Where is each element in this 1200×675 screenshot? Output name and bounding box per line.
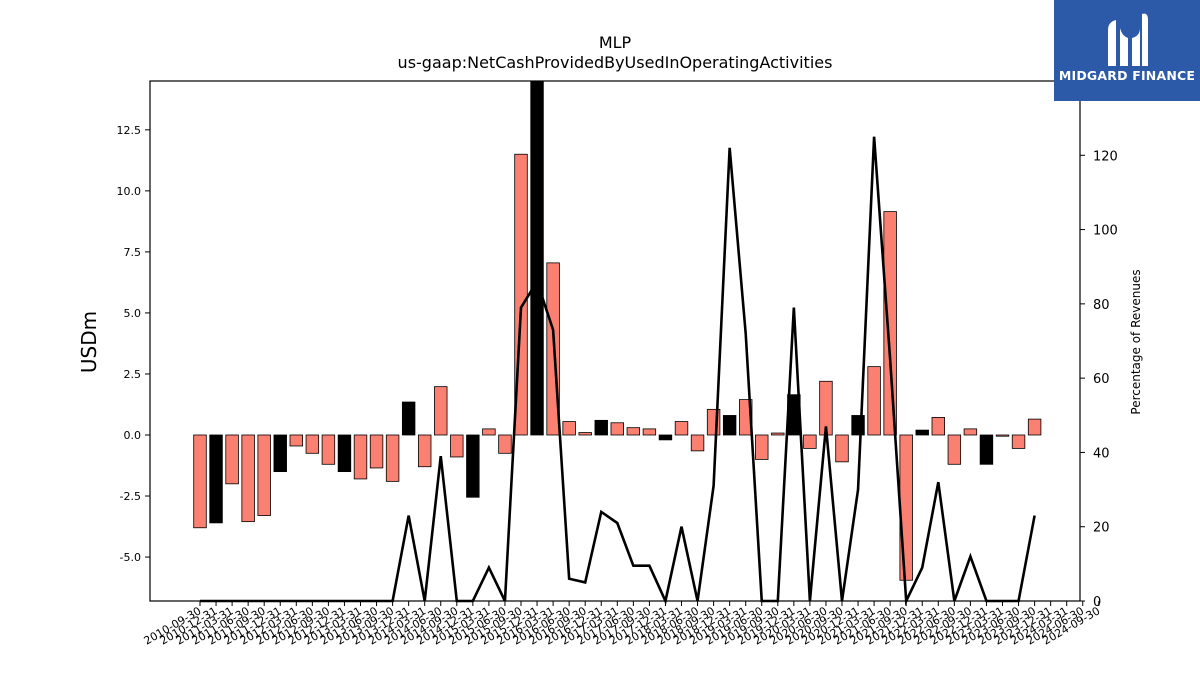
bar-2018-12-31 xyxy=(722,415,737,436)
bar-2013-06-30 xyxy=(369,434,384,469)
bar-2012-09-30 xyxy=(321,434,336,465)
bar-2012-12-31 xyxy=(337,434,352,473)
bar-2010-09-30 xyxy=(193,434,207,529)
y-tick-label: -5.0 xyxy=(120,551,141,564)
bar-2014-12-31 xyxy=(466,434,480,498)
bar-2019-09-30 xyxy=(771,432,785,436)
axes-layer: -5.0 -2.5 0.0 2.5 5.0 7.5 10.0 12.5 0 20 40 60 80 100… xyxy=(117,80,1118,648)
brand-name: MIDGARD FINANCE xyxy=(1058,68,1196,83)
bar-2023-06-30 xyxy=(1011,434,1026,449)
bar-2011-09-30 xyxy=(257,434,271,516)
bar-2014-06-30 xyxy=(434,386,448,436)
y-tick-label: 7.5 xyxy=(124,246,142,259)
y2-tick-label: 100 xyxy=(1093,224,1118,239)
bar-2017-06-30 xyxy=(626,427,641,436)
bar-2021-12-31 xyxy=(915,429,929,436)
bar-2023-03-31 xyxy=(995,434,1010,437)
bar-2018-06-30 xyxy=(690,434,705,452)
bar-2021-03-31 xyxy=(867,366,881,436)
y-tick-label: 5.0 xyxy=(124,307,142,320)
bar-2017-09-30 xyxy=(642,428,657,436)
bar-2014-03-31 xyxy=(417,434,432,468)
y-tick-label: -2.5 xyxy=(120,490,141,503)
y2-tick-label: 120 xyxy=(1093,149,1118,164)
bar-2016-09-30 xyxy=(578,432,592,436)
y2-tick-label: 80 xyxy=(1093,298,1110,313)
bar-2014-09-30 xyxy=(450,434,464,458)
bar-2015-12-31 xyxy=(530,80,544,436)
bar-2011-12-31 xyxy=(273,434,287,473)
bar-2019-06-30 xyxy=(755,434,769,460)
bar-2020-03-31 xyxy=(803,434,817,449)
bar-2022-06-30 xyxy=(947,434,962,465)
bar-layer xyxy=(193,80,1042,581)
bar-2017-03-31 xyxy=(610,422,625,436)
bar-2011-06-30 xyxy=(241,434,255,523)
bar-2017-12-31 xyxy=(658,434,673,441)
bar-2012-06-30 xyxy=(305,434,320,454)
y2-tick-label: 0 xyxy=(1093,595,1101,610)
y-axis-label: USDm xyxy=(77,311,101,373)
y-tick-label: 0.0 xyxy=(124,429,142,442)
bar-2016-06-30 xyxy=(562,421,576,436)
plot-frame xyxy=(149,80,1081,602)
bar-2022-12-31 xyxy=(979,434,994,465)
y2-tick-label: 40 xyxy=(1093,446,1110,461)
bar-2011-03-31 xyxy=(225,434,239,485)
bar-2016-12-31 xyxy=(594,419,608,436)
y2-tick-label: 20 xyxy=(1093,521,1110,536)
bar-2013-09-30 xyxy=(385,434,400,482)
bar-2020-09-30 xyxy=(835,434,849,463)
chart-title: MLP xyxy=(599,33,632,52)
y-tick-label: 12.5 xyxy=(117,124,142,137)
bar-2021-06-30 xyxy=(883,211,897,436)
bar-2015-06-30 xyxy=(498,434,512,454)
bar-2023-09-30 xyxy=(1027,418,1042,436)
bar-2010-12-31 xyxy=(209,434,223,524)
midgard-logo-icon xyxy=(1108,13,1148,67)
chart-subtitle: us-gaap:NetCashProvidedByUsedInOperating… xyxy=(398,53,833,72)
y2-tick-label: 60 xyxy=(1093,372,1110,387)
brand-logo: MIDGARD FINANCE xyxy=(1054,0,1200,101)
bar-2013-12-31 xyxy=(401,401,416,436)
y-tick-label: 10.0 xyxy=(117,185,142,198)
bar-2021-09-30 xyxy=(899,434,913,581)
bar-2018-03-31 xyxy=(674,421,689,436)
y2-axis-label: Percentage of Revenues xyxy=(1129,269,1143,414)
bar-2012-03-31 xyxy=(289,434,304,447)
bar-2022-03-31 xyxy=(931,417,946,436)
y-tick-label: 2.5 xyxy=(124,368,142,381)
bar-2022-09-30 xyxy=(963,428,978,436)
bar-2013-03-31 xyxy=(353,434,368,480)
bar-2015-03-31 xyxy=(482,428,496,436)
